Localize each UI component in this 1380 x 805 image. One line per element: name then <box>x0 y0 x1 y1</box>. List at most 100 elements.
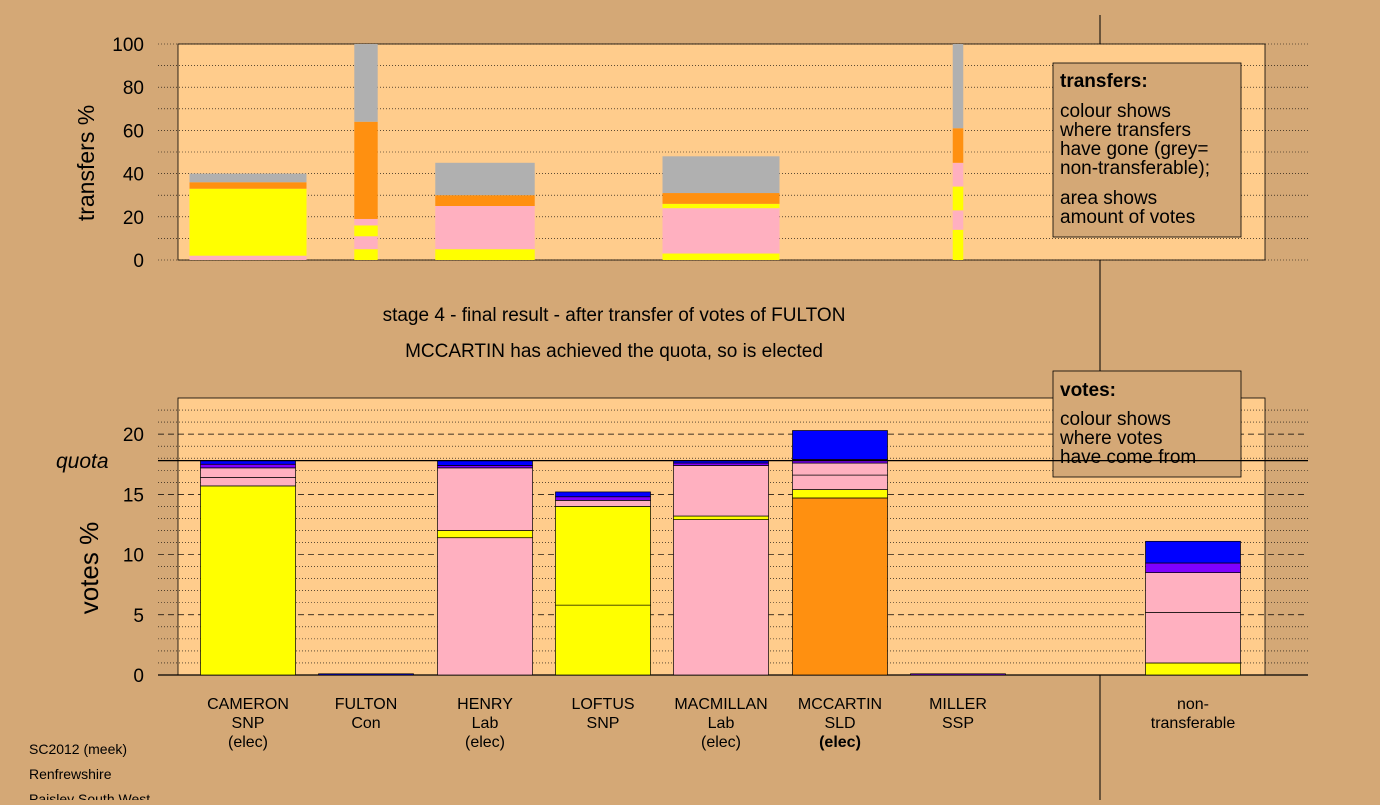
transfers-legend-line: non-transferable); <box>1060 158 1210 179</box>
votes-x-tick-label: CAMERON <box>207 696 289 713</box>
votes-bar-segment-nontransferable <box>1145 662 1241 676</box>
votes-x-tick-label: SLD <box>824 715 855 732</box>
votes-y-tick-label: 5 <box>133 606 144 627</box>
transfers-y-axis-label: transfers % <box>73 105 99 221</box>
transfers-legend-line: colour shows <box>1060 101 1171 122</box>
votes-legend-title: votes: <box>1060 380 1116 401</box>
votes-x-tick-label: SNP <box>232 715 265 732</box>
transfers-bar-segment-fulton <box>354 218 378 226</box>
transfers-bar-segment-macmillan <box>662 156 780 194</box>
votes-x-tick-label: Lab <box>708 715 735 732</box>
transfers-y-tick-label: 60 <box>123 121 144 142</box>
footer-line: Paisley South West <box>29 791 150 800</box>
transfers-y-tick-label: 0 <box>133 251 144 272</box>
votes-panel: 0 5 10 15 20 CAMERON SNP (elec) FULTON Con HENRY L… <box>56 397 1308 751</box>
votes-legend: votes: colour shows where votes have com… <box>1052 370 1242 478</box>
transfers-bar-segment-miller <box>952 128 964 163</box>
votes-x-tick-label: (elec) <box>701 734 741 751</box>
transfers-bar-segment-cameron <box>189 255 307 260</box>
transfers-bar-segment-henry <box>435 249 535 260</box>
votes-bar-segment-mccartin <box>792 474 888 490</box>
footer-line: Renfrewshire <box>29 766 112 782</box>
votes-bar-segment-nontransferable <box>1145 612 1241 664</box>
transfers-bar-segment-cameron <box>189 188 307 256</box>
votes-bar-segment-nontransferable <box>1145 572 1241 613</box>
votes-y-tick-label: 15 <box>123 485 144 506</box>
votes-x-tick-label: SSP <box>942 715 974 732</box>
votes-bar-segment-cameron <box>200 463 296 469</box>
votes-x-tick-label: Lab <box>472 715 499 732</box>
votes-x-tick-label: transferable <box>1151 715 1236 732</box>
transfers-bar-segment-miller <box>952 44 964 129</box>
transfers-bar-segment-fulton <box>354 225 378 237</box>
votes-bar-segment-mccartin <box>792 489 888 499</box>
transfers-bar-segment-cameron <box>189 173 307 183</box>
votes-bar-segment-nontransferable <box>1145 562 1241 573</box>
votes-bar-segment-mccartin <box>792 497 888 676</box>
votes-x-tick-label: MCCARTIN <box>798 696 882 713</box>
transfers-legend: transfers: colour shows where transfers … <box>1052 62 1242 238</box>
transfers-bar-segment-macmillan <box>662 193 780 204</box>
stage-heading: stage 4 - final result - after transfer … <box>383 305 846 326</box>
transfers-bar-segment-macmillan <box>662 253 780 260</box>
votes-bar-segment-loftus <box>555 604 651 676</box>
transfers-bar-segment-macmillan <box>662 208 780 254</box>
transfers-legend-line: where transfers <box>1059 120 1191 141</box>
votes-bar-segment-cameron <box>200 467 296 478</box>
transfers-bar-segment-miller <box>952 210 964 230</box>
transfers-bar-segment-fulton <box>354 249 378 260</box>
transfers-bar-segment-miller <box>952 229 964 260</box>
votes-bar-segment-henry <box>437 530 533 539</box>
transfers-bar-segment-henry <box>435 162 535 196</box>
votes-x-tick-label: (elec) <box>465 734 505 751</box>
votes-bar-segment-nontransferable <box>1145 540 1241 564</box>
transfers-legend-title: transfers: <box>1060 71 1148 92</box>
transfers-y-tick-label: 100 <box>112 35 144 56</box>
votes-x-tick-label: non- <box>1177 696 1209 713</box>
votes-bar-segment-miller <box>910 673 1006 676</box>
votes-bar-segment-loftus <box>555 491 651 498</box>
votes-legend-line: have come from <box>1060 447 1196 468</box>
transfers-bar-segment-henry <box>435 195 535 206</box>
votes-y-tick-label: 10 <box>123 546 144 567</box>
votes-bar-segment-henry <box>437 460 533 466</box>
votes-x-tick-label: Con <box>351 715 380 732</box>
quota-label: quota <box>56 450 109 473</box>
votes-y-axis-label: votes % <box>74 522 104 615</box>
footer-line: SC2012 (meek) <box>29 741 127 757</box>
votes-bar-segment-macmillan <box>673 519 769 676</box>
transfers-bar-segment-miller <box>952 162 964 187</box>
votes-bar-segment-loftus <box>555 506 651 606</box>
votes-y-tick-label: 20 <box>123 425 144 446</box>
votes-x-tick-label: SNP <box>587 715 620 732</box>
transfers-bar-segment-fulton <box>354 44 378 122</box>
result-heading: MCCARTIN has achieved the quota, so is e… <box>405 341 823 362</box>
votes-x-tick-label: LOFTUS <box>571 696 634 713</box>
votes-x-tick-label: (elec) <box>819 734 861 751</box>
votes-x-tick-label: (elec) <box>228 734 268 751</box>
votes-x-tick-label: MILLER <box>929 696 987 713</box>
votes-bar-segment-cameron <box>200 477 296 487</box>
votes-bar-segment-fulton <box>318 673 414 676</box>
transfers-bar-segment-fulton <box>354 236 378 250</box>
transfers-bar-segment-henry <box>435 206 535 250</box>
votes-x-tick-label: HENRY <box>457 696 513 713</box>
votes-x-tick-label: MACMILLAN <box>674 696 767 713</box>
transfers-bar-segment-miller <box>952 186 964 211</box>
transfers-y-tick-label: 20 <box>123 208 144 229</box>
votes-bar-segment-mccartin <box>792 430 888 460</box>
votes-y-tick-label: 0 <box>133 666 144 687</box>
transfers-y-tick-label: 80 <box>123 78 144 99</box>
transfers-legend-line: have gone (grey= <box>1060 139 1208 160</box>
votes-bar-segment-macmillan <box>673 465 769 517</box>
votes-bar-segment-mccartin <box>792 459 888 464</box>
votes-bar-segment-henry <box>437 467 533 531</box>
transfers-bar-segment-fulton <box>354 121 378 219</box>
votes-bar-segment-macmillan <box>673 515 769 520</box>
transfers-bar-segment-cameron <box>189 182 307 189</box>
votes-bar-segment-loftus <box>555 496 651 501</box>
votes-legend-line: where votes <box>1059 428 1162 449</box>
votes-legend-line: colour shows <box>1060 409 1171 430</box>
